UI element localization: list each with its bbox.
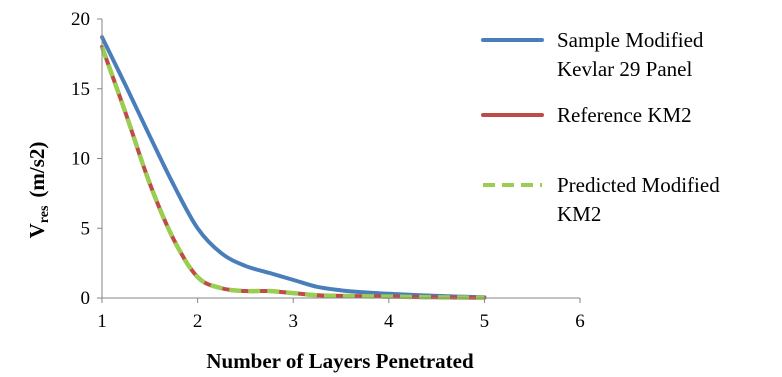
legend-label: Kevlar 29 Panel: [557, 57, 692, 81]
legend-label: Reference KM2: [557, 103, 692, 127]
x-tick-label: 3: [288, 311, 298, 332]
y-tick-label: 10: [71, 149, 90, 170]
series-line-predicted-modified-km2: [99, 46, 485, 300]
y-axis-title-unit: (m/s2): [25, 142, 49, 198]
y-tick-label: 5: [81, 218, 91, 239]
legend: Sample Modified Kevlar 29 Panel Reference …: [481, 28, 720, 226]
x-tick-label: 5: [480, 311, 490, 332]
x-tick-label: 2: [193, 311, 203, 332]
series-layer: [99, 35, 487, 300]
axes-layer: 0 5 10 15 20 1 2 3 4 5 6: [71, 9, 585, 332]
legend-entry-reference-km2: Reference KM2: [481, 103, 692, 127]
legend-entry-sample-modified-kevlar: Sample Modified Kevlar 29 Panel: [481, 28, 704, 81]
x-tick-label: 6: [575, 311, 585, 332]
x-axis-title: Number of Layers Penetrated: [206, 349, 474, 373]
series-line-sample-modified-kevlar: [100, 35, 487, 300]
y-axis-title: Vres (m/s2): [25, 142, 52, 239]
x-tick-label: 1: [97, 311, 107, 332]
legend-entry-predicted-modified-km2: Predicted Modified KM2: [483, 173, 720, 226]
y-tick-label: 15: [71, 79, 90, 100]
x-tick-label: 4: [384, 311, 394, 332]
y-tick-label: 0: [81, 288, 91, 309]
legend-label: KM2: [557, 202, 601, 226]
legend-label: Sample Modified: [557, 28, 704, 52]
series-line-reference-km2: [100, 44, 487, 300]
y-tick-label: 20: [71, 9, 90, 30]
y-axis-title-main: V: [25, 223, 49, 238]
legend-label: Predicted Modified: [557, 173, 720, 197]
y-axis-title-sub: res: [37, 205, 52, 223]
